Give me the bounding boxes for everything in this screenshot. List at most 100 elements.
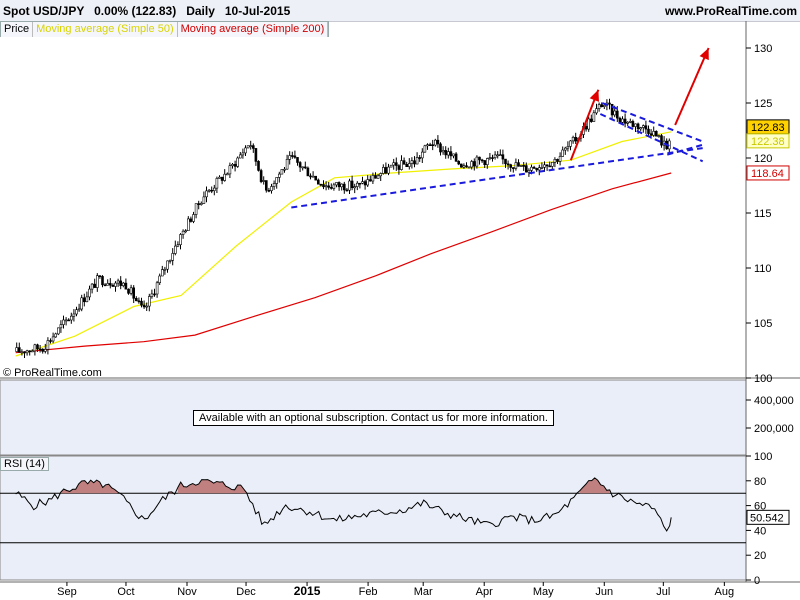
x-tick-label: Nov (177, 586, 197, 598)
candle-body (142, 304, 146, 308)
candle-body (17, 347, 21, 353)
candle-body (285, 159, 289, 170)
candle-body (475, 156, 479, 167)
candle-body (316, 179, 320, 185)
candle-body (623, 118, 627, 124)
legend-ma50: Moving average (Simple 50) (33, 22, 178, 37)
candle-body (179, 234, 182, 245)
candle-body (303, 166, 307, 169)
candle-body (233, 164, 237, 167)
candle-body (283, 168, 286, 171)
candle-body (137, 300, 141, 303)
rsi-label: RSI (14) (0, 457, 49, 471)
candle-body (402, 160, 406, 165)
candle-body (288, 155, 292, 160)
x-tick-label: Sep (57, 586, 77, 598)
candle-body (329, 187, 333, 189)
candle-body (171, 253, 174, 261)
candle-body (493, 154, 497, 158)
candle-body (374, 175, 377, 179)
candle-body (241, 152, 245, 156)
chart-title: Spot USD/JPY 0.00% (122.83) Daily 10-Jul… (3, 4, 291, 18)
candle-body (569, 140, 572, 147)
candle-body (280, 169, 284, 175)
candle-body (423, 145, 427, 153)
candle-body (155, 282, 159, 295)
candle-body (122, 282, 125, 286)
price-candles (15, 98, 671, 358)
candle-body (340, 183, 344, 188)
candle-body (59, 324, 63, 329)
candle-body (413, 160, 416, 165)
rsi-overbought-fill (60, 480, 118, 494)
candle-body (615, 110, 619, 119)
price-y-tick-label: 100 (754, 373, 772, 385)
candle-body (597, 104, 601, 109)
candle-body (46, 340, 50, 350)
candle-body (67, 319, 70, 322)
candle-body (563, 147, 567, 151)
candle-body (194, 203, 198, 215)
candle-body (530, 166, 533, 171)
candle-body (566, 146, 570, 149)
x-tick-label: Dec (236, 586, 256, 598)
candle-body (70, 315, 73, 321)
candle-body (550, 162, 554, 167)
price-y-tick-label: 130 (754, 43, 772, 55)
candle-body (119, 280, 122, 286)
candle-body (511, 167, 515, 169)
candle-body (56, 327, 60, 335)
candle-body (439, 143, 442, 153)
candle-body (657, 135, 661, 137)
candle-body (25, 350, 29, 354)
candle-body (342, 183, 346, 191)
candle-body (535, 168, 539, 171)
candle-body (558, 156, 562, 162)
candle-body (275, 177, 279, 184)
candle-body (62, 319, 65, 325)
candle-body (509, 164, 513, 168)
candle-body (197, 203, 200, 205)
candle-body (639, 127, 643, 130)
candle-body (584, 126, 588, 130)
candle-body (426, 144, 429, 147)
candle-body (200, 203, 203, 205)
candle-body (124, 282, 128, 290)
candle-body (33, 344, 37, 352)
copyright-text: © ProRealTime.com (3, 367, 102, 379)
candle-body (540, 167, 544, 169)
candle-body (600, 104, 604, 107)
candle-body (595, 108, 598, 114)
site-link[interactable]: www.ProRealTime.com (664, 4, 797, 18)
rsi-line (15, 477, 672, 532)
candle-body (64, 319, 68, 322)
candle-body (192, 214, 195, 222)
candle-body (407, 163, 411, 167)
candle-body (405, 164, 409, 168)
candle-body (449, 151, 453, 157)
candle-body (478, 156, 481, 161)
candle-body (483, 160, 487, 165)
candle-body (436, 139, 440, 145)
candle-body (626, 121, 630, 124)
candle-body (319, 183, 323, 186)
rsi-y-tick-label: 80 (754, 476, 766, 488)
volume-subscription-note[interactable]: Available with an optional subscription.… (193, 410, 554, 426)
rsi-y-tick-label: 20 (754, 550, 766, 562)
price-y-tick-label: 125 (754, 98, 772, 110)
candle-body (459, 163, 463, 168)
candle-body (98, 275, 102, 278)
candle-body (43, 349, 47, 352)
candle-body (163, 268, 167, 271)
candle-body (545, 164, 549, 167)
candle-body (135, 297, 138, 302)
candle-body (306, 167, 310, 177)
candle-body (410, 160, 414, 164)
candle-body (231, 164, 234, 167)
candle-body (524, 165, 528, 173)
candle-body (355, 182, 359, 187)
candle-body (480, 159, 484, 162)
candle-body (400, 160, 403, 170)
candle-body (532, 166, 536, 169)
candle-body (75, 309, 78, 315)
